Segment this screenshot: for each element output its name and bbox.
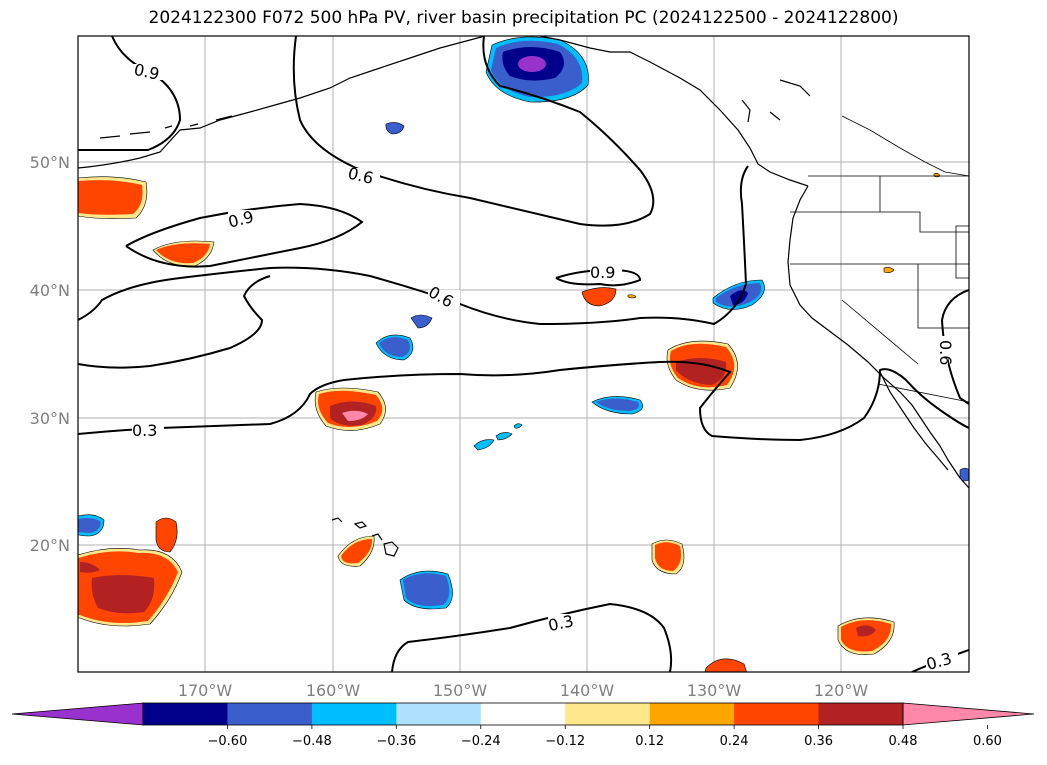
colorbar-segment <box>565 703 651 725</box>
pv-contours <box>78 36 969 672</box>
colorbar-segment <box>649 703 735 725</box>
positive-precip-area <box>581 287 617 307</box>
lon-label: 160°W <box>306 681 361 700</box>
lat-label: 20°N <box>30 536 70 555</box>
map-background <box>78 36 969 672</box>
contour-label: 0.6 <box>936 340 955 365</box>
colorbar-tick-label: 0.48 <box>889 734 918 749</box>
contour-labels: 0.9 0.6 0.9 0.6 0.9 0.3 0.6 0.3 0.3 <box>132 60 958 674</box>
contour-label: 0.3 <box>546 611 575 635</box>
colorbar-segment <box>480 703 566 725</box>
colorbar-segment <box>227 703 313 725</box>
colorbar-tick-label: 0.24 <box>720 734 749 749</box>
lat-label: 30°N <box>30 409 70 428</box>
negative-precip-area <box>385 122 405 135</box>
map-plot-area: 0.9 0.6 0.9 0.6 0.9 0.3 0.6 0.3 0.3 <box>78 36 969 674</box>
political-borders <box>790 115 969 403</box>
longitude-labels: 170°W 160°W 150°W 140°W 130°W 120°W <box>178 681 869 700</box>
colorbar-segment <box>396 703 482 725</box>
latitude-labels: 50°N 40°N 30°N 20°N <box>30 153 70 555</box>
lat-label: 50°N <box>30 153 70 172</box>
contour-label: 0.9 <box>590 263 615 282</box>
colorbar-tick-label: 0.60 <box>973 734 1002 749</box>
map-frame <box>77 35 970 673</box>
colorbar: −0.60 −0.48 −0.36 −0.24 −0.12 0.12 0.24 0.36 0.4… <box>11 702 1035 749</box>
lon-label: 150°W <box>433 681 488 700</box>
positive-precip-area <box>704 658 747 672</box>
negative-precip-area <box>410 314 433 329</box>
colorbar-tick-label: 0.36 <box>804 734 833 749</box>
lat-label: 40°N <box>30 281 70 300</box>
lon-label: 130°W <box>687 681 742 700</box>
precip-shading <box>78 36 969 672</box>
colorbar-segment <box>734 703 820 725</box>
colorbar-tick-label: −0.12 <box>545 734 585 749</box>
contour-label: 0.3 <box>132 421 157 440</box>
lon-label: 170°W <box>178 681 233 700</box>
colorbar-segment <box>143 703 228 725</box>
colorbar-extend-low <box>11 702 144 726</box>
lon-label: 140°W <box>560 681 615 700</box>
colorbar-segment <box>818 703 904 725</box>
colorbar-extend-high <box>902 702 1035 726</box>
colorbar-tick-label: −0.48 <box>292 734 332 749</box>
colorbar-tick-label: 0.12 <box>635 734 664 749</box>
colorbar-tick-label: −0.24 <box>461 734 501 749</box>
colorbar-segment <box>311 703 397 725</box>
colorbar-outline <box>142 702 904 726</box>
contour-label: 0.9 <box>132 60 161 84</box>
colorbar-tick-label: −0.36 <box>376 734 416 749</box>
contour-label: 0.3 <box>924 649 954 674</box>
lon-label: 120°W <box>814 681 869 700</box>
negative-precip-area <box>473 439 495 451</box>
colorbar-tick-label: −0.60 <box>208 734 248 749</box>
map-title: 2024122300 F072 500 hPa PV, river basin … <box>148 8 899 28</box>
coastlines <box>78 36 969 557</box>
